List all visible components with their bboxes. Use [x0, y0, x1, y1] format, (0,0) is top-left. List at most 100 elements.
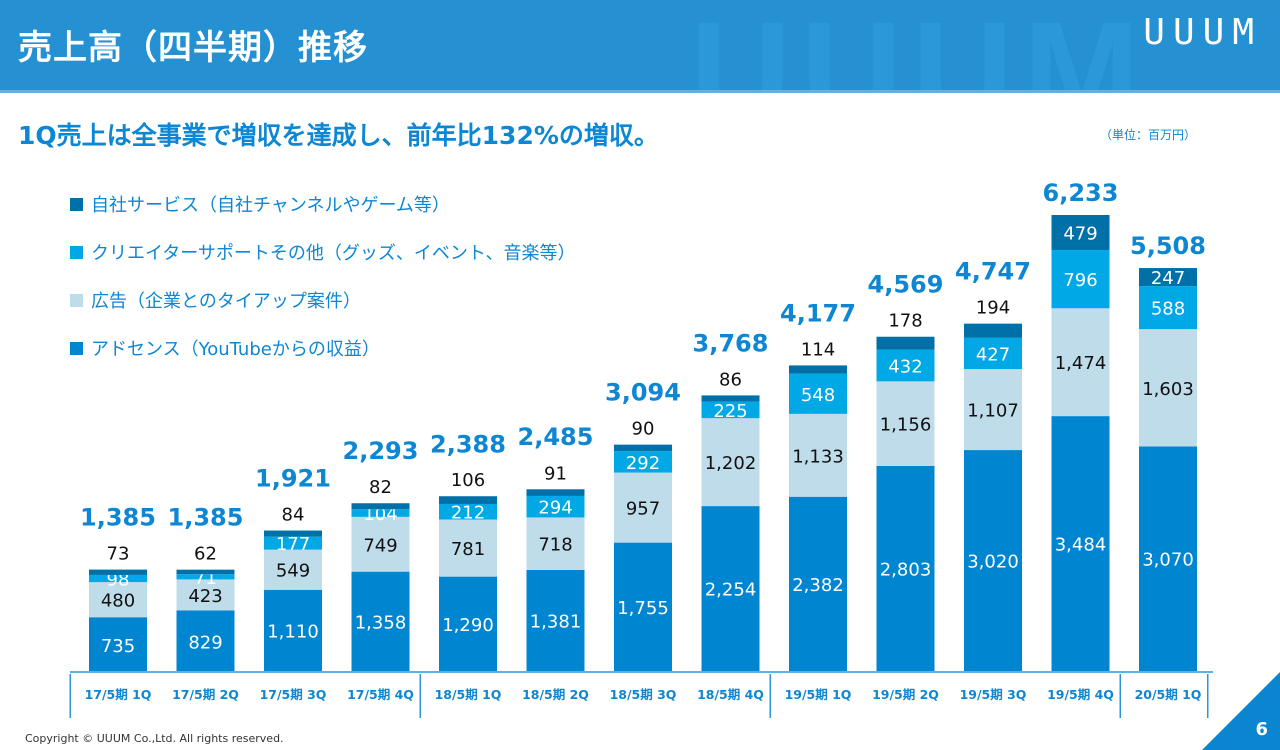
bar-segment-adsense [439, 576, 497, 671]
data-label-adsense: 3,020 [967, 552, 1019, 573]
legend-swatch-adsense [70, 341, 83, 355]
data-label-creator-support: 796 [1063, 270, 1097, 291]
total-label: 2,485 [518, 423, 594, 451]
data-label-own-services: 178 [888, 311, 922, 332]
data-label-adsense: 1,381 [530, 611, 582, 632]
bar-segment-creator-support [264, 536, 322, 550]
data-label-ads: 957 [626, 499, 660, 520]
category-label: 17/5期 2Q [172, 687, 239, 702]
data-label-adsense: 2,803 [880, 559, 932, 580]
bar-segment-adsense [89, 617, 147, 671]
data-label-own-services: 62 [194, 544, 217, 565]
data-label-own-services: 106 [451, 470, 485, 491]
bar-segment-creator-support [789, 373, 847, 414]
header-bar: UUUM 売上高（四半期）推移 UUUM [0, 0, 1280, 93]
legend-item-ads: 広告（企業とのタイアップ案件） [70, 276, 576, 324]
bar-segment-adsense [1139, 446, 1197, 671]
bar-segment-ads [439, 519, 497, 577]
legend-swatch-own-services [70, 197, 83, 211]
data-label-own-services: 73 [107, 544, 130, 565]
data-label-ads: 549 [276, 561, 310, 582]
bar-segment-adsense [964, 450, 1022, 671]
data-label-ads: 718 [538, 535, 572, 556]
data-label-creator-support: 177 [276, 534, 310, 555]
data-label-creator-support: 294 [538, 498, 572, 519]
data-label-ads: 480 [101, 591, 135, 612]
bar-segment-ads [1051, 308, 1110, 417]
page-number: 6 [1255, 719, 1268, 740]
data-label-creator-support: 212 [451, 503, 485, 524]
data-label-adsense: 1,358 [355, 612, 407, 633]
data-label-own-services: 90 [632, 419, 655, 440]
data-label-ads: 1,202 [705, 453, 757, 474]
bar-segment-own-services [526, 489, 585, 496]
bar-segment-own-services [614, 444, 672, 452]
headline-message: 1Q売上は全事業で増収を達成し、前年比132%の増収。 [18, 121, 659, 150]
bar-segment-adsense [614, 542, 672, 671]
bar-segment-own-services [264, 530, 322, 537]
data-label-own-services: 479 [1063, 224, 1097, 245]
bar-segment-ads [789, 413, 847, 497]
data-label-creator-support: 548 [801, 385, 835, 406]
bar-segment-ads [264, 549, 322, 590]
bar-segment-adsense [876, 465, 935, 671]
bar-segment-ads [1139, 329, 1197, 447]
data-label-adsense: 1,110 [267, 621, 319, 642]
data-label-own-services: 114 [801, 339, 835, 360]
data-label-creator-support: 432 [888, 357, 922, 378]
total-label: 4,177 [780, 299, 856, 327]
bar-segment-adsense [351, 571, 410, 671]
data-label-adsense: 3,484 [1055, 535, 1107, 556]
data-label-adsense: 2,382 [792, 575, 844, 596]
bar-segment-ads [176, 579, 235, 611]
data-label-ads: 1,474 [1055, 353, 1107, 374]
total-label: 1,921 [255, 464, 331, 492]
total-label: 2,293 [343, 437, 419, 465]
unit-label: （単位：百万円） [1100, 128, 1197, 142]
category-label: 18/5期 4Q [697, 687, 764, 702]
data-label-own-services: 86 [719, 369, 742, 390]
legend-item-own-services: 自社サービス（自社チャンネルやゲーム等） [70, 180, 576, 228]
bar-segment-adsense [264, 589, 322, 671]
bar-segment-creator-support [89, 574, 147, 583]
bar-segment-creator-support [1051, 250, 1110, 309]
category-label: 19/5期 1Q [785, 687, 852, 702]
bar-segment-ads [526, 517, 585, 570]
page-title: 売上高（四半期）推移 [18, 28, 368, 68]
bar-segment-own-services [701, 395, 760, 402]
bar-segment-own-services [876, 336, 935, 350]
data-label-adsense: 1,290 [442, 615, 494, 636]
total-label: 3,094 [605, 379, 681, 407]
bar-segment-creator-support [351, 509, 410, 517]
data-label-own-services: 91 [544, 463, 567, 484]
legend-label-adsense: アドセンス（YouTubeからの収益） [91, 339, 380, 360]
data-label-own-services: 194 [976, 298, 1010, 319]
data-label-creator-support: 427 [976, 344, 1010, 365]
data-label-creator-support: 104 [363, 504, 397, 525]
category-label: 19/5期 4Q [1047, 687, 1114, 702]
bar-segment-own-services [439, 496, 497, 504]
category-label: 17/5期 1Q [85, 687, 152, 702]
category-label: 17/5期 3Q [260, 687, 327, 702]
bar-segment-ads [614, 472, 672, 543]
bar-segment-creator-support [964, 337, 1022, 370]
total-label: 4,569 [868, 271, 944, 299]
bar-segment-creator-support [526, 495, 585, 518]
total-label: 2,388 [430, 430, 506, 458]
data-label-adsense: 1,755 [617, 598, 669, 619]
bar-segment-creator-support [701, 401, 760, 419]
header-watermark: UUUM [690, 0, 1150, 93]
bar-segment-own-services [1051, 215, 1110, 251]
data-label-adsense: 735 [101, 636, 135, 657]
data-label-adsense: 2,254 [705, 580, 757, 601]
bar-segment-adsense [789, 496, 847, 671]
data-label-ads: 781 [451, 539, 485, 560]
bar-segment-ads [964, 369, 1022, 451]
data-label-ads: 1,603 [1142, 379, 1194, 400]
legend-swatch-ads [70, 293, 83, 307]
data-label-ads: 423 [188, 586, 222, 607]
data-label-ads: 1,156 [880, 415, 932, 436]
legend-label-creator-support: クリエイターサポートその他（グッズ、イベント、音楽等） [91, 243, 576, 264]
bar-segment-creator-support [176, 574, 235, 580]
legend-label-own-services: 自社サービス（自社チャンネルやゲーム等） [91, 195, 450, 216]
